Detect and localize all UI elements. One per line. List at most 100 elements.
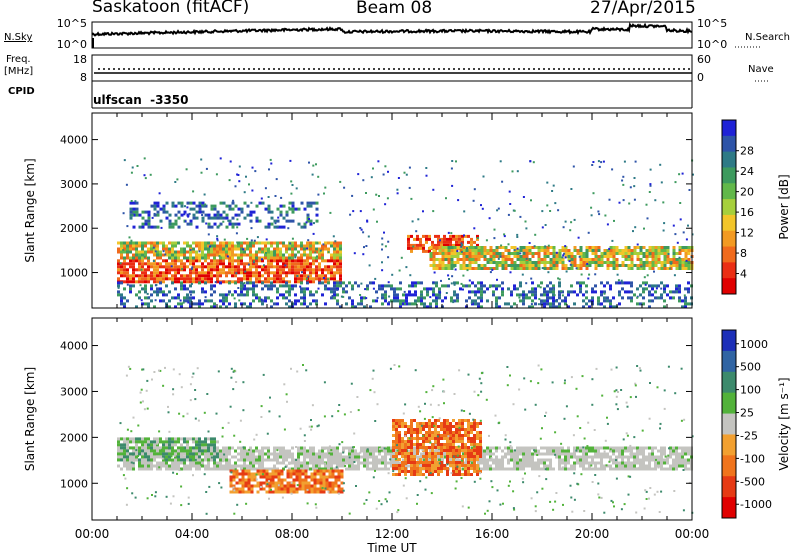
heatmap-cell — [522, 464, 525, 468]
heatmap-cell — [294, 464, 297, 468]
heatmap-cell — [225, 250, 228, 254]
heatmap-cell — [432, 252, 436, 255]
heatmap-cell — [585, 446, 588, 450]
heatmap-cell — [225, 225, 229, 229]
heatmap-cell — [476, 243, 479, 247]
heatmap-cell — [249, 461, 252, 465]
heatmap-cell — [492, 249, 496, 252]
heatmap-cell — [231, 268, 234, 272]
heatmap-noise-cell — [598, 213, 601, 216]
heatmap-cell — [342, 458, 345, 462]
heatmap-cell — [342, 449, 345, 453]
heatmap-cell — [558, 449, 561, 453]
heatmap-cell — [291, 458, 294, 462]
heatmap-cell — [654, 464, 657, 468]
heatmap-cell — [537, 464, 540, 468]
heatmap-cell — [207, 268, 210, 272]
heatmap-cell — [684, 464, 687, 468]
colorbar-label: Power [dB] — [777, 174, 791, 239]
heatmap-cell — [684, 246, 688, 249]
heatmap-cell — [531, 464, 534, 468]
heatmap-cell — [642, 290, 645, 294]
heatmap-noise-cell — [662, 201, 665, 204]
heatmap-cell — [428, 446, 431, 449]
heatmap-cell — [642, 267, 646, 270]
heatmap-cell — [336, 452, 339, 456]
heatmap-cell — [292, 478, 296, 482]
heatmap-cell — [413, 437, 416, 440]
heatmap-cell — [156, 225, 160, 229]
heatmap-cell — [336, 284, 339, 288]
heatmap-cell — [392, 419, 395, 422]
heatmap-cell — [558, 455, 561, 459]
heatmap-cell — [246, 305, 249, 309]
heatmap-cell — [315, 213, 319, 217]
heatmap-cell — [153, 280, 156, 284]
heatmap-cell — [461, 240, 464, 244]
heatmap-cell — [307, 484, 311, 488]
heatmap-noise-cell — [236, 173, 239, 176]
heatmap-cell — [138, 244, 141, 248]
heatmap-cell — [407, 440, 410, 443]
heatmap-cell — [416, 234, 419, 238]
heatmap-cell — [504, 452, 507, 456]
heatmap-cell — [410, 461, 413, 464]
heatmap-cell — [298, 487, 302, 491]
heatmap-cell — [144, 222, 148, 226]
heatmap-cell — [156, 290, 159, 294]
heatmap-cell — [645, 464, 648, 468]
heatmap-cell — [516, 467, 519, 471]
heatmap-cell — [663, 458, 666, 462]
heatmap-noise-cell — [587, 277, 590, 280]
heatmap-cell — [395, 434, 398, 437]
heatmap-cell — [416, 431, 419, 434]
heatmap-cell — [219, 222, 223, 226]
heatmap-cell — [340, 490, 344, 494]
heatmap-cell — [177, 210, 181, 214]
heatmap-cell — [606, 296, 609, 300]
heatmap-cell — [425, 234, 428, 238]
heatmap-cell — [456, 293, 459, 297]
heatmap-cell — [174, 250, 177, 254]
heatmap-cell — [150, 225, 154, 229]
heatmap-noise-cell — [561, 256, 564, 259]
heatmap-cell — [261, 458, 264, 462]
heatmap-cell — [273, 302, 276, 306]
heatmap-cell — [627, 246, 631, 249]
heatmap-cell — [295, 469, 299, 473]
heatmap-cell — [395, 440, 398, 443]
heatmap-cell — [255, 293, 258, 297]
heatmap-cell — [219, 253, 222, 257]
heatmap-cell — [336, 271, 339, 275]
heatmap-cell — [624, 255, 628, 258]
heatmap-noise-cell — [544, 224, 547, 226]
heatmap-cell — [452, 467, 455, 470]
heatmap-cell — [270, 222, 274, 226]
heatmap-cell — [444, 452, 447, 456]
heatmap-cell — [301, 472, 305, 476]
heatmap-cell — [117, 293, 120, 297]
heatmap-cell — [479, 452, 482, 455]
heatmap-noise-cell — [243, 282, 246, 284]
heatmap-cell — [306, 204, 310, 208]
heatmap-cell — [476, 455, 479, 458]
heatmap-cell — [476, 446, 479, 449]
heatmap-noise-cell — [117, 286, 120, 289]
heatmap-cell — [549, 461, 552, 465]
heatmap-cell — [510, 290, 513, 294]
heatmap-cell — [654, 455, 657, 459]
heatmap-cell — [255, 204, 259, 208]
heatmap-cell — [123, 244, 126, 248]
heatmap-noise-cell — [264, 187, 267, 190]
heatmap-cell — [292, 472, 296, 476]
heatmap-cell — [501, 467, 504, 471]
heatmap-cell — [141, 265, 144, 269]
heatmap-cell — [279, 455, 282, 459]
heatmap-cell — [180, 265, 183, 269]
heatmap-cell — [222, 280, 225, 284]
heatmap-cell — [597, 455, 600, 459]
heatmap-cell — [597, 302, 600, 306]
heatmap-cell — [443, 467, 446, 470]
heatmap-cell — [425, 449, 428, 452]
heatmap-cell — [465, 255, 469, 258]
